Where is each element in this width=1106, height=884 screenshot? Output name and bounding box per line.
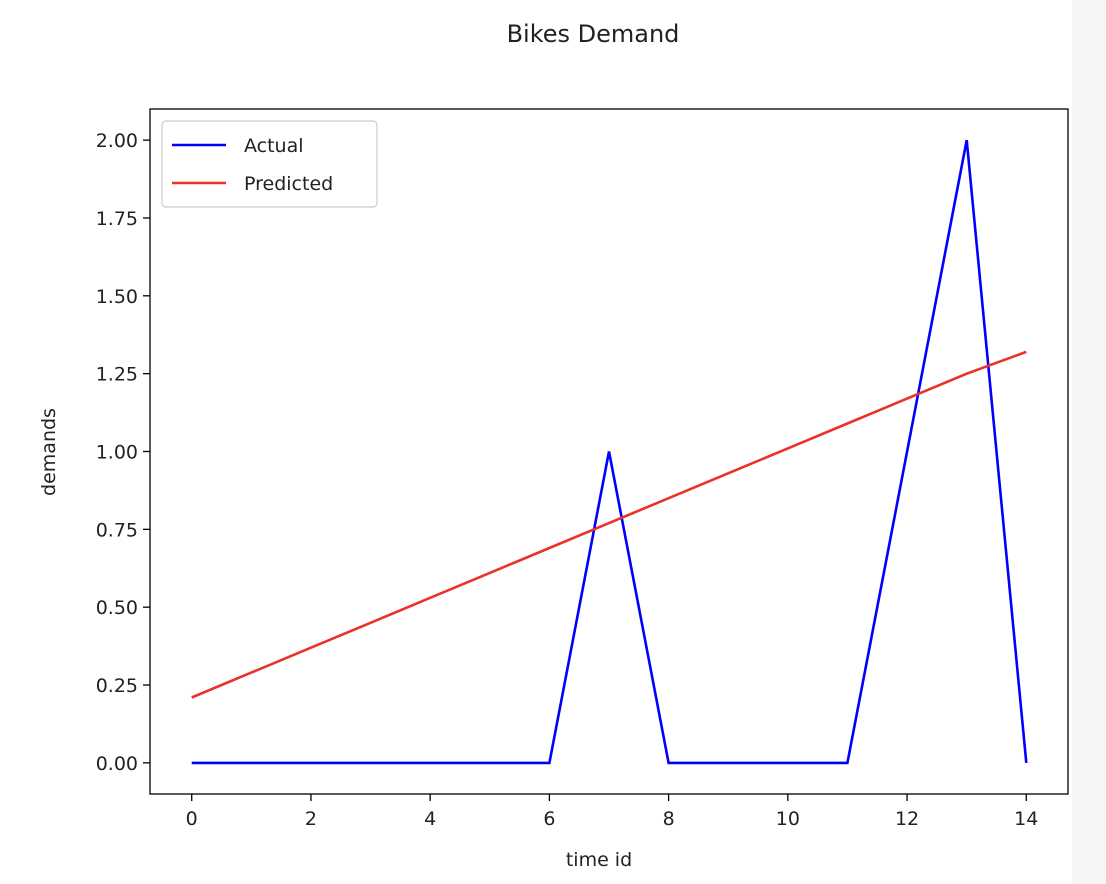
x-tick-label: 6	[543, 808, 555, 830]
legend-label-actual: Actual	[244, 135, 304, 157]
x-tick-label: 14	[1014, 808, 1038, 830]
legend: Actual Predicted	[161, 120, 378, 208]
y-tick-label: 1.25	[96, 364, 138, 386]
x-tick-label: 12	[895, 808, 919, 830]
y-tick-label: 1.50	[96, 286, 138, 308]
y-tick-label: 0.25	[96, 675, 138, 697]
x-axis: 0 2 4 6 8 10 12 14	[186, 794, 1038, 830]
x-tick-label: 2	[305, 808, 317, 830]
y-tick-label: 0.00	[96, 753, 138, 775]
x-tick-label: 8	[663, 808, 675, 830]
line-chart: Bikes Demand 0.00 0.25 0.50 0.75 1.00 1.25 1.5…	[38, 20, 1069, 871]
x-tick-label: 10	[776, 808, 800, 830]
y-axis: 0.00 0.25 0.50 0.75 1.00 1.25 1.50 1.75 2.00	[96, 130, 150, 775]
y-tick-label: 2.00	[96, 130, 138, 152]
series-layer	[191, 139, 1028, 765]
legend-box	[161, 120, 378, 208]
series-line-predicted	[191, 350, 1027, 699]
y-tick-label: 0.75	[96, 519, 138, 541]
y-tick-label: 0.50	[96, 597, 138, 619]
x-tick-label: 0	[186, 808, 198, 830]
chart-title: Bikes Demand	[507, 20, 680, 48]
legend-label-predicted: Predicted	[244, 173, 333, 195]
x-tick-label: 4	[424, 808, 436, 830]
series-line-actual	[191, 139, 1028, 765]
y-axis-label: demands	[38, 408, 60, 496]
y-tick-label: 1.00	[96, 442, 138, 464]
x-axis-label: time id	[566, 849, 632, 871]
y-tick-label: 1.75	[96, 208, 138, 230]
scrollbar-strip	[1072, 0, 1106, 884]
